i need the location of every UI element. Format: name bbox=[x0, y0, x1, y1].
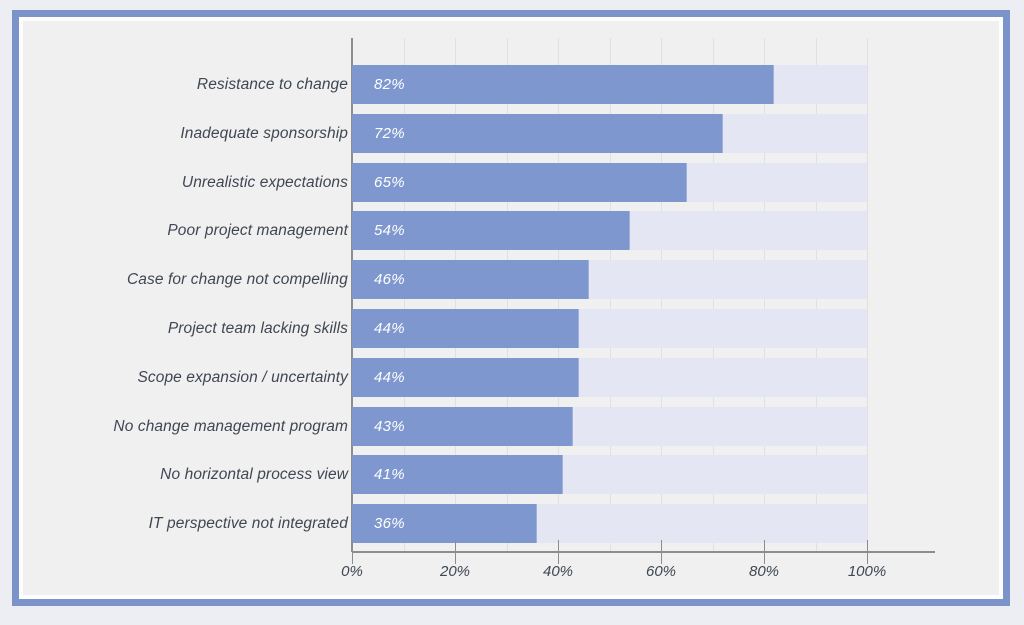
category-label: Case for change not compelling bbox=[127, 271, 348, 289]
x-tick-mark bbox=[352, 540, 353, 564]
bar bbox=[352, 406, 574, 446]
bar-row: 82% Resistance to change bbox=[0, 65, 1024, 104]
bar-row: 54% Poor project management bbox=[0, 211, 1024, 251]
category-label: No horizontal process view bbox=[160, 466, 348, 484]
bar-value-label: 54% bbox=[374, 222, 405, 240]
bar-row: 44% Scope expansion / uncertainty bbox=[0, 357, 1024, 397]
bar bbox=[352, 260, 589, 300]
bar-value-label: 36% bbox=[374, 515, 405, 533]
bar-row: 65% Unrealistic expectations bbox=[0, 162, 1024, 202]
x-axis-line bbox=[352, 551, 935, 553]
x-tick-mark bbox=[455, 540, 456, 564]
bar bbox=[352, 162, 687, 202]
gridline bbox=[867, 38, 868, 552]
bar bbox=[352, 113, 723, 153]
bar bbox=[352, 309, 579, 348]
bar-row: 46% Case for change not compelling bbox=[0, 260, 1024, 300]
bar-value-label: 43% bbox=[374, 417, 405, 435]
bar-row: 72% Inadequate sponsorship bbox=[0, 113, 1024, 153]
category-label: Resistance to change bbox=[196, 76, 348, 93]
category-label: Poor project management bbox=[167, 222, 348, 240]
bar bbox=[352, 504, 538, 544]
bar-row: 36% IT perspective not integrated bbox=[0, 504, 1024, 544]
bar-value-label: 65% bbox=[374, 173, 405, 191]
category-label: Project team lacking skills bbox=[167, 320, 348, 337]
bar-value-label: 41% bbox=[374, 466, 405, 484]
x-tick-mark bbox=[661, 540, 662, 564]
x-tick-label: 0% bbox=[341, 563, 363, 580]
category-label: IT perspective not integrated bbox=[148, 515, 348, 533]
category-label: No change management program bbox=[113, 417, 348, 435]
x-tick-label: 60% bbox=[645, 563, 677, 580]
category-label: Inadequate sponsorship bbox=[180, 124, 348, 142]
bar bbox=[352, 65, 775, 104]
bar-value-label: 72% bbox=[374, 124, 405, 142]
bar bbox=[352, 357, 579, 397]
x-tick-label: 100% bbox=[847, 563, 887, 580]
bar-value-label: 44% bbox=[374, 368, 405, 386]
x-tick-mark bbox=[867, 540, 868, 564]
x-tick-label: 80% bbox=[748, 563, 780, 580]
x-tick-label: 20% bbox=[439, 563, 471, 580]
x-tick-mark bbox=[764, 540, 765, 564]
bar bbox=[352, 455, 564, 495]
bar-row: 44% Project team lacking skills bbox=[0, 309, 1024, 348]
bar-row: 43% No change management program bbox=[0, 406, 1024, 446]
category-label: Scope expansion / uncertainty bbox=[137, 368, 348, 386]
bar-row: 41% No horizontal process view bbox=[0, 455, 1024, 495]
category-label: Unrealistic expectations bbox=[181, 173, 348, 191]
bar-value-label: 46% bbox=[374, 271, 405, 289]
bar-value-label: 44% bbox=[374, 320, 405, 337]
x-tick-mark bbox=[558, 540, 559, 564]
bar-value-label: 82% bbox=[374, 76, 405, 93]
bar bbox=[352, 211, 631, 251]
x-tick-label: 40% bbox=[542, 563, 574, 580]
